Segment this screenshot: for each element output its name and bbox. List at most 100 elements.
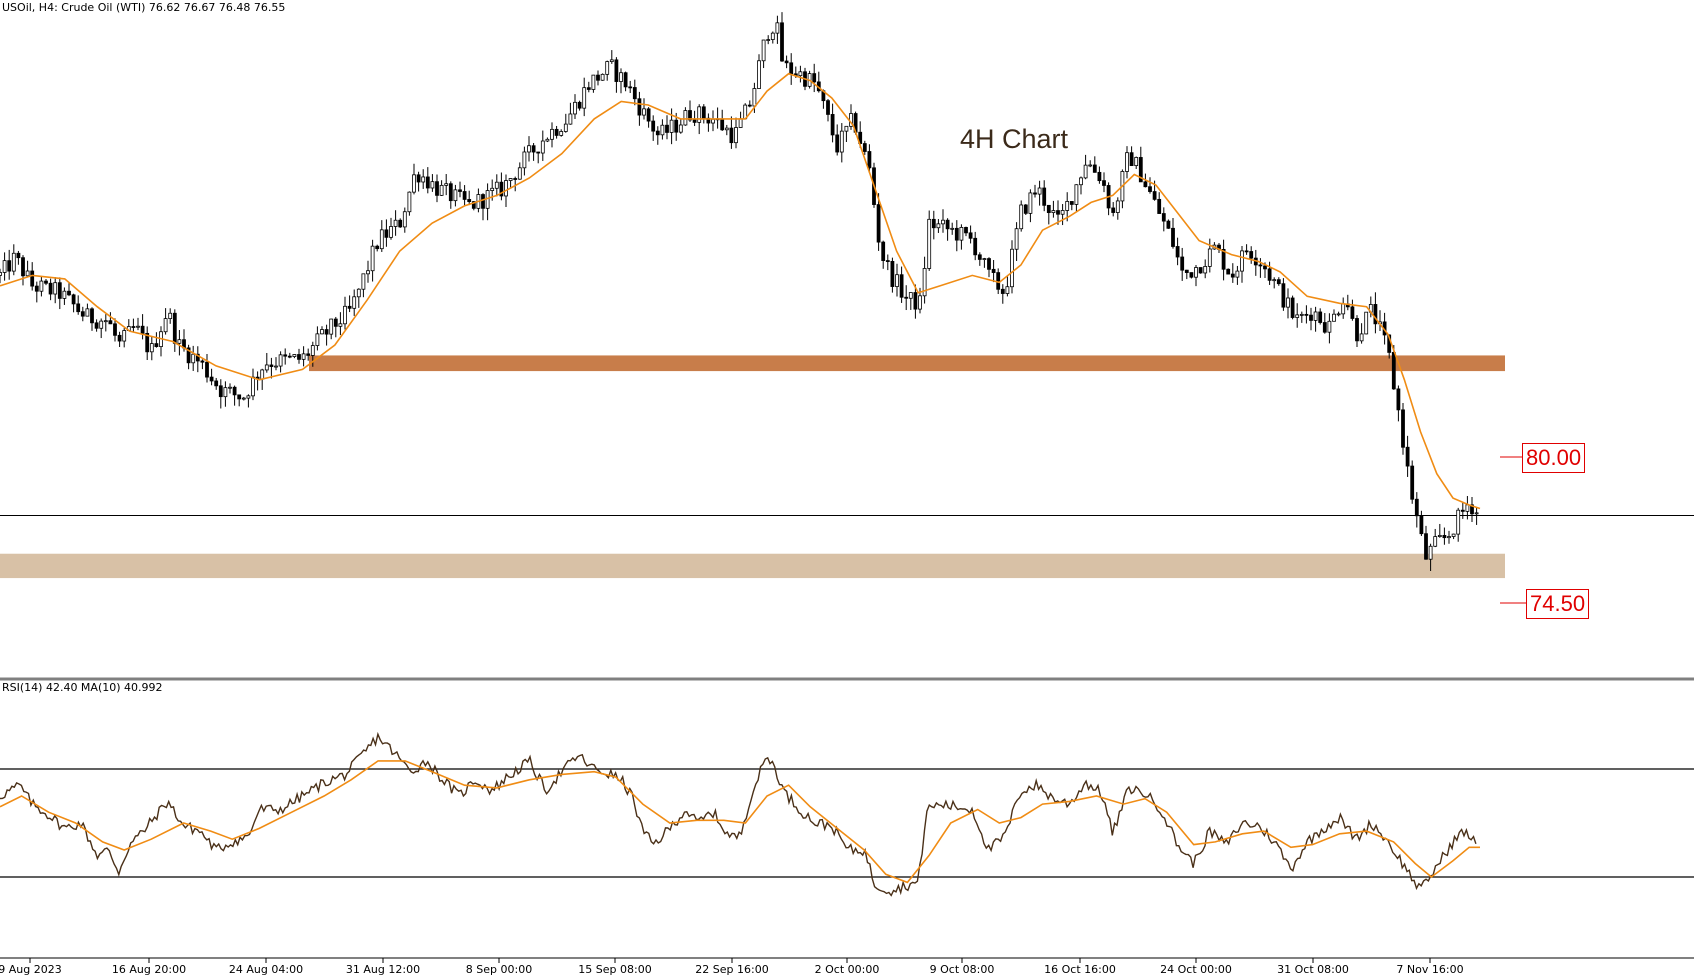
- candle: [895, 263, 899, 297]
- candle-body: [1230, 273, 1235, 278]
- candle-body: [724, 127, 729, 131]
- candle-body: [660, 124, 665, 136]
- candle-body: [274, 365, 278, 368]
- candle-body: [1359, 333, 1364, 342]
- candle-body: [1056, 210, 1060, 215]
- candle: [136, 317, 140, 331]
- candle-body: [1258, 264, 1263, 267]
- x-tick-label: 2 Oct 00:00: [815, 963, 880, 976]
- candle-body: [205, 361, 209, 378]
- candle: [890, 257, 895, 293]
- candle: [1235, 265, 1240, 285]
- candle-body: [1005, 286, 1010, 294]
- candle-body: [1019, 204, 1024, 230]
- candle: [600, 73, 605, 81]
- candle-body: [504, 180, 508, 197]
- candle: [218, 379, 223, 409]
- candle: [844, 125, 849, 142]
- candle: [1313, 306, 1318, 332]
- candle-body: [361, 273, 366, 290]
- candle: [67, 282, 71, 297]
- candle: [195, 346, 200, 373]
- candle-body: [913, 292, 918, 310]
- candle-body: [1037, 187, 1042, 195]
- candle-body: [780, 22, 784, 62]
- candle-body: [251, 376, 255, 397]
- candle-body: [1171, 227, 1175, 247]
- candle-body: [402, 211, 407, 228]
- candle: [559, 129, 564, 137]
- candle-body: [738, 118, 743, 128]
- candle-body: [678, 124, 683, 133]
- candle-body: [839, 130, 844, 153]
- candle-body: [136, 325, 140, 328]
- candle: [660, 119, 665, 140]
- candle-body: [1157, 198, 1162, 214]
- candle: [849, 104, 853, 130]
- candle: [881, 240, 886, 269]
- candle: [954, 220, 959, 252]
- candle-body: [1373, 304, 1378, 325]
- candle: [770, 31, 775, 44]
- candle: [1189, 272, 1194, 279]
- candle: [1042, 180, 1047, 212]
- candle-body: [890, 260, 895, 287]
- candle: [34, 281, 39, 303]
- candle: [830, 103, 835, 143]
- candle: [149, 336, 154, 361]
- candle: [122, 328, 127, 348]
- x-tick-label: 24 Oct 00:00: [1160, 963, 1232, 976]
- candle: [651, 115, 656, 141]
- candle-body: [1465, 504, 1470, 512]
- candle-body: [1336, 313, 1341, 316]
- candle: [154, 332, 159, 348]
- candle-body: [471, 201, 476, 209]
- candle: [53, 276, 58, 304]
- candle-body: [416, 174, 421, 183]
- candle: [655, 126, 660, 145]
- candle: [21, 255, 25, 286]
- candle-body: [757, 60, 761, 89]
- candle: [1405, 435, 1410, 477]
- candle: [1424, 525, 1428, 560]
- candle: [117, 331, 122, 347]
- candle-body: [7, 260, 12, 272]
- candle: [44, 278, 48, 286]
- candle-body: [292, 354, 297, 357]
- candle: [1322, 313, 1327, 334]
- candle: [508, 178, 513, 189]
- candle-body: [177, 339, 182, 344]
- candle-body: [835, 134, 840, 153]
- candle: [453, 184, 458, 207]
- candle: [1203, 259, 1208, 279]
- candle-body: [1010, 248, 1014, 288]
- candle-body: [1138, 157, 1143, 183]
- candle-body: [573, 101, 577, 115]
- candle: [899, 266, 904, 303]
- candle: [1442, 527, 1447, 545]
- candle: [908, 292, 913, 310]
- candle-body: [669, 119, 674, 133]
- candle: [1000, 284, 1005, 304]
- candle: [554, 125, 559, 139]
- candle-body: [545, 138, 550, 142]
- candle-body: [172, 312, 177, 344]
- candle: [425, 167, 430, 194]
- candle: [1092, 156, 1097, 173]
- candle: [448, 181, 453, 209]
- candle: [1198, 267, 1203, 274]
- candle: [347, 295, 352, 313]
- candle-body: [53, 282, 58, 295]
- candle: [1115, 197, 1120, 220]
- candle: [458, 181, 462, 198]
- candle: [366, 260, 370, 283]
- candle: [642, 98, 646, 120]
- candle: [1281, 278, 1286, 311]
- candle-body: [1332, 313, 1336, 322]
- candle-body: [987, 258, 991, 270]
- candle-body: [140, 325, 145, 334]
- candle-body: [232, 386, 237, 396]
- candle: [586, 81, 591, 93]
- candle: [678, 119, 683, 134]
